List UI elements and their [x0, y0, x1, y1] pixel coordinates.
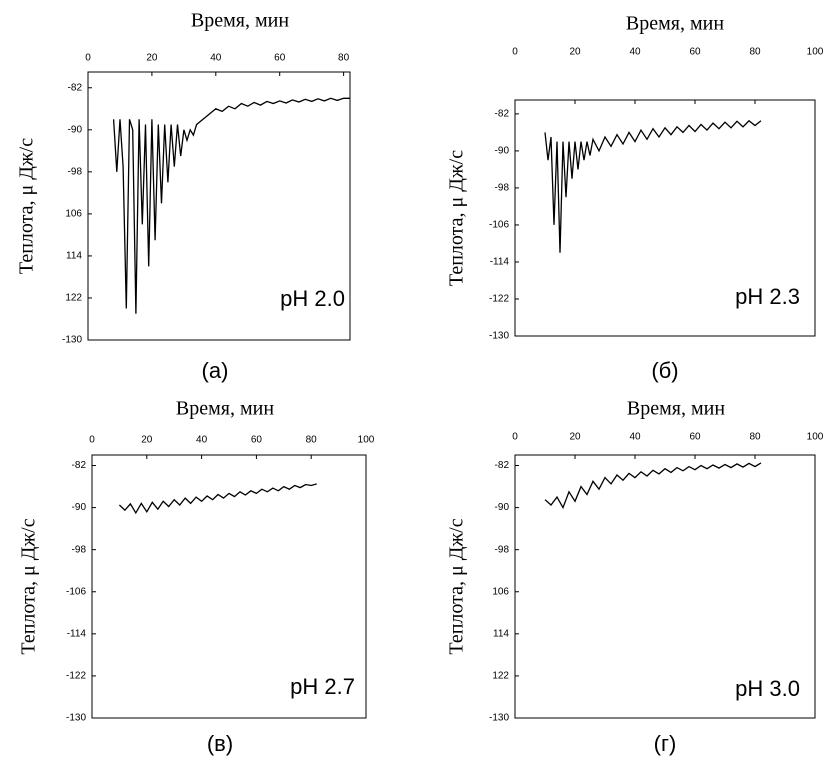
x-tick-label: 0 [85, 53, 91, 64]
x-tick-label: 100 [807, 47, 824, 58]
y-tick-label: 106 [492, 586, 509, 597]
x-axis-label: Время, мин [176, 398, 274, 420]
y-tick-label: -130 [62, 335, 82, 346]
y-tick-label: -82 [72, 460, 87, 471]
y-axis-label: Теплота, μ Дж/с [16, 138, 38, 274]
x-axis-label: Время, мин [626, 13, 724, 35]
y-tick-label: -106 [489, 220, 509, 231]
y-tick-label: -98 [68, 166, 83, 177]
x-tick-label: 80 [749, 432, 761, 443]
x-tick-label: 80 [306, 435, 318, 446]
x-tick-label: 0 [512, 432, 518, 443]
y-tick-label: -98 [72, 544, 87, 555]
y-axis-label: Теплота, μ Дж/с [18, 518, 40, 654]
x-tick-label: 40 [629, 432, 641, 443]
plot-frame [514, 454, 816, 719]
x-tick-label: 60 [689, 47, 701, 58]
y-tick-label: -90 [68, 124, 83, 135]
y-tick-label: 122 [492, 671, 509, 682]
heat-curve [544, 462, 762, 510]
heat-curve [544, 119, 762, 253]
x-tick-label: 20 [569, 432, 581, 443]
y-tick-label: 106 [65, 209, 82, 220]
annotation: pH 3.0 [735, 676, 800, 701]
y-tick-label: -98 [495, 183, 510, 194]
x-tick-label: 60 [274, 53, 286, 64]
panel-caption: (г) [654, 731, 677, 756]
y-tick-label: -82 [495, 460, 510, 471]
x-tick-label: 80 [749, 47, 761, 58]
plot-frame [514, 99, 816, 337]
x-tick-label: 60 [689, 432, 701, 443]
x-tick-label: 20 [141, 435, 153, 446]
y-tick-label: -122 [66, 671, 86, 682]
annotation: pH 2.0 [280, 286, 345, 311]
annotation: pH 2.3 [735, 284, 800, 309]
y-tick-label: -90 [72, 502, 87, 513]
y-axis-label: Теплота, μ Дж/с [446, 518, 468, 654]
x-tick-label: 0 [89, 435, 95, 446]
x-tick-label: 40 [196, 435, 208, 446]
y-tick-label: -114 [490, 257, 510, 268]
y-tick-label: -98 [495, 544, 510, 555]
x-tick-label: 0 [512, 47, 518, 58]
y-tick-label: -82 [68, 82, 83, 93]
x-tick-label: 20 [146, 53, 158, 64]
plot-frame [91, 454, 367, 719]
y-tick-label: -122 [489, 294, 509, 305]
x-tick-label: 60 [251, 435, 263, 446]
y-tick-label: -90 [495, 502, 510, 513]
plot-frame [87, 71, 351, 341]
annotation: pH 2.7 [290, 674, 355, 699]
y-tick-label: -90 [495, 146, 510, 157]
y-axis-label: Теплота, μ Дж/с [446, 150, 468, 286]
panel-caption: (в) [207, 731, 233, 756]
x-tick-label: 40 [210, 53, 222, 64]
x-tick-label: 40 [629, 47, 641, 58]
y-tick-label: 114 [493, 628, 509, 639]
y-tick-label: -130 [66, 713, 86, 724]
panel-caption: (б) [651, 358, 678, 383]
y-tick-label: -130 [489, 331, 509, 342]
y-tick-label: -106 [66, 586, 86, 597]
x-axis-label: Время, мин [627, 398, 725, 420]
panel-caption: (а) [202, 358, 229, 383]
y-tick-label: 114 [66, 251, 82, 262]
heat-curve [118, 483, 317, 515]
x-tick-label: 20 [569, 47, 581, 58]
x-tick-label: 80 [338, 53, 350, 64]
y-tick-label: -82 [495, 109, 510, 120]
x-tick-label: 100 [807, 432, 824, 443]
y-tick-label: -130 [489, 713, 509, 724]
heat-curve [112, 97, 350, 314]
y-tick-label: -114 [67, 628, 87, 639]
x-axis-label: Время, мин [191, 10, 289, 32]
x-tick-label: 100 [358, 435, 375, 446]
y-tick-label: 122 [65, 293, 82, 304]
